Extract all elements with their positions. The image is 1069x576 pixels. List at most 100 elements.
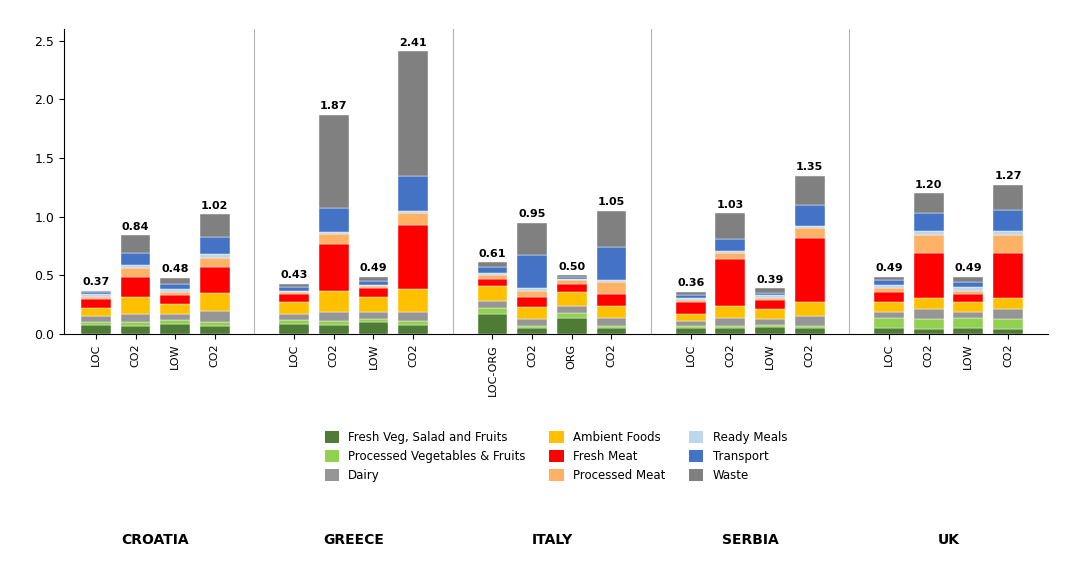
Bar — [160, 290, 190, 292]
Bar — [914, 213, 944, 231]
Bar — [874, 328, 904, 334]
Bar — [121, 326, 151, 334]
Bar — [319, 244, 348, 291]
Bar — [160, 324, 190, 334]
Bar — [954, 317, 983, 328]
Bar — [755, 300, 785, 309]
Bar — [478, 263, 508, 267]
Bar — [676, 314, 706, 321]
Bar — [121, 276, 151, 297]
Bar — [279, 302, 309, 314]
Bar — [597, 294, 626, 306]
Bar — [121, 268, 151, 276]
Bar — [597, 280, 626, 282]
Bar — [954, 294, 983, 302]
Bar — [279, 314, 309, 320]
Bar — [676, 300, 706, 302]
Bar — [557, 292, 587, 306]
Text: 1.05: 1.05 — [598, 197, 625, 207]
Text: 0.84: 0.84 — [122, 222, 150, 232]
Text: ITALY: ITALY — [531, 533, 573, 547]
Bar — [676, 328, 706, 334]
Text: 0.49: 0.49 — [876, 263, 903, 273]
Bar — [81, 316, 111, 323]
Bar — [81, 297, 111, 299]
Bar — [478, 286, 508, 301]
Bar — [993, 309, 1023, 319]
Bar — [914, 193, 944, 213]
Bar — [279, 291, 309, 292]
Bar — [399, 211, 428, 213]
Text: CROATIA: CROATIA — [122, 533, 189, 547]
Text: 0.43: 0.43 — [280, 270, 308, 280]
Bar — [81, 299, 111, 308]
Bar — [954, 282, 983, 287]
Bar — [676, 295, 706, 298]
Bar — [557, 276, 587, 279]
Bar — [478, 301, 508, 308]
Bar — [279, 292, 309, 294]
Text: 1.02: 1.02 — [201, 201, 229, 211]
Bar — [81, 291, 111, 292]
Bar — [874, 276, 904, 280]
Bar — [319, 232, 348, 234]
Text: 0.49: 0.49 — [955, 263, 982, 273]
Bar — [597, 282, 626, 294]
Bar — [993, 236, 1023, 253]
Bar — [358, 319, 388, 323]
Bar — [200, 326, 230, 334]
Bar — [715, 326, 745, 328]
Bar — [81, 308, 111, 316]
Bar — [517, 255, 547, 289]
Bar — [993, 185, 1023, 210]
Bar — [279, 320, 309, 324]
Bar — [715, 239, 745, 251]
Bar — [954, 287, 983, 291]
Bar — [319, 209, 348, 232]
Text: 0.61: 0.61 — [479, 249, 507, 259]
Text: SERBIA: SERBIA — [722, 533, 778, 547]
Bar — [160, 283, 190, 290]
Bar — [279, 324, 309, 334]
Bar — [676, 302, 706, 314]
Text: UK: UK — [938, 533, 960, 547]
Text: 0.49: 0.49 — [359, 263, 387, 273]
Bar — [121, 236, 151, 253]
Bar — [517, 326, 547, 328]
Bar — [755, 295, 785, 298]
Bar — [81, 325, 111, 334]
Bar — [517, 319, 547, 326]
Bar — [478, 314, 508, 334]
Bar — [993, 329, 1023, 334]
Bar — [319, 312, 348, 321]
Bar — [993, 253, 1023, 298]
Bar — [557, 306, 587, 313]
Bar — [914, 298, 944, 309]
Bar — [795, 328, 824, 334]
Text: 0.50: 0.50 — [558, 262, 586, 272]
Bar — [795, 326, 824, 328]
Bar — [557, 283, 587, 292]
Bar — [517, 222, 547, 255]
Bar — [160, 304, 190, 314]
Bar — [358, 276, 388, 281]
Bar — [993, 319, 1023, 329]
Bar — [478, 308, 508, 314]
Bar — [399, 176, 428, 211]
Bar — [715, 306, 745, 317]
Bar — [160, 314, 190, 320]
Bar — [121, 314, 151, 323]
Bar — [358, 289, 388, 297]
Bar — [874, 292, 904, 302]
Bar — [478, 279, 508, 286]
Bar — [755, 327, 785, 334]
Bar — [160, 278, 190, 283]
Bar — [478, 273, 508, 275]
Bar — [597, 317, 626, 326]
Bar — [358, 297, 388, 312]
Bar — [914, 253, 944, 298]
Bar — [399, 321, 428, 325]
Text: 0.37: 0.37 — [82, 277, 109, 287]
Bar — [358, 285, 388, 286]
Bar — [200, 258, 230, 267]
